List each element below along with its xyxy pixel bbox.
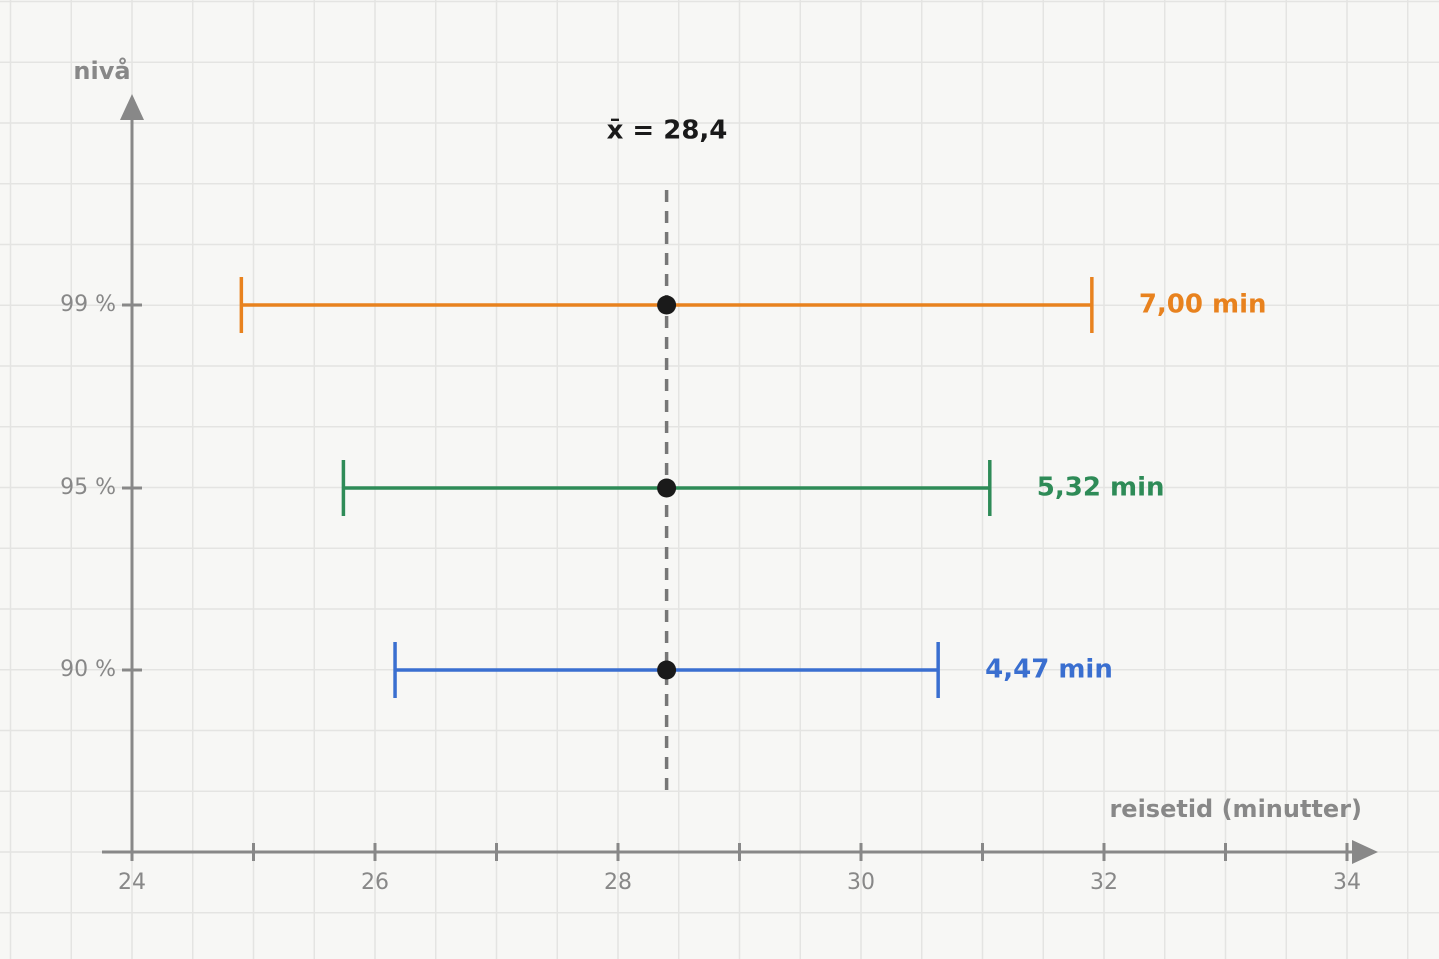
x-tick-label: 26	[361, 870, 389, 895]
x-tick-label: 34	[1333, 870, 1361, 895]
x-tick-label: 32	[1090, 870, 1118, 895]
interval-width-label: 7,00 min	[1139, 290, 1267, 320]
y-tick-label: 95 %	[60, 475, 116, 500]
y-tick-label: 90 %	[60, 657, 116, 682]
x-tick-label: 30	[847, 870, 875, 895]
x-axis-arrow	[1352, 840, 1378, 864]
x-tick-label: 24	[118, 870, 146, 895]
interval-width-label: 5,32 min	[1037, 473, 1165, 503]
interval-width-label: 4,47 min	[985, 655, 1113, 685]
y-axis-label: nivå	[73, 56, 130, 85]
mean-dot	[657, 660, 677, 680]
x-tick-label: 28	[604, 870, 632, 895]
mean-dot	[657, 478, 677, 498]
y-tick-label: 99 %	[60, 292, 116, 317]
mean-label: x̄ = 28,4	[607, 116, 728, 146]
y-axis-arrow	[120, 94, 144, 120]
mean-dot	[657, 295, 677, 315]
x-axis-label: reisetid (minutter)	[1109, 795, 1362, 823]
